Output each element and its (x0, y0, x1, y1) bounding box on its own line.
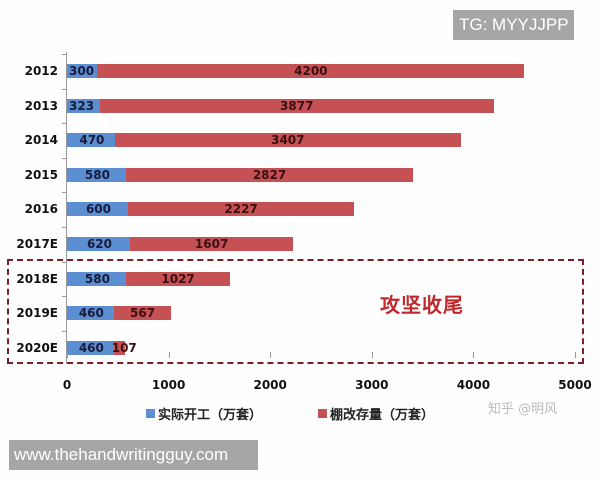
y-tick (62, 54, 66, 55)
x-label: 2000 (253, 378, 287, 392)
bar-value-stock: 567 (130, 306, 156, 321)
legend-swatch-blue (146, 409, 155, 418)
y-tick (62, 157, 66, 159)
legend-label: 实际开工（万套） (158, 408, 263, 423)
bar-stock (125, 271, 231, 286)
x-label: 3000 (355, 378, 389, 392)
bar-value-stock: 2827 (252, 167, 287, 182)
bar-actual (67, 64, 98, 78)
y-label: 2013 (24, 98, 58, 113)
y-tick (62, 88, 66, 90)
legend-label: 棚改存量（万套） (330, 408, 435, 423)
bar-value-actual: 470 (79, 133, 105, 148)
y-axis (66, 52, 67, 364)
bar-value-stock: 107 (111, 340, 137, 355)
y-tick (62, 330, 66, 332)
bar-stock (113, 306, 172, 321)
y-tick (62, 296, 66, 298)
x-label: 1000 (151, 378, 186, 392)
y-label: 2014 (24, 133, 58, 148)
bar-actual (67, 306, 114, 321)
x-tick (371, 352, 373, 358)
x-tick (473, 352, 475, 358)
x-tick (67, 352, 68, 358)
bar-actual (67, 271, 126, 286)
bar-value-actual: 460 (78, 306, 104, 321)
bar-value-actual: 620 (86, 237, 113, 251)
y-label: 2017E (16, 237, 58, 251)
bar-actual (67, 202, 128, 217)
bar-value-actual: 323 (69, 98, 95, 113)
y-label: 2015 (24, 167, 58, 182)
bar-value-stock: 3407 (271, 133, 305, 148)
y-label: 2018E (16, 271, 58, 286)
bar-stock (113, 340, 125, 355)
y-tick (62, 227, 66, 228)
y-tick (62, 192, 66, 194)
bar-value-actual: 580 (84, 271, 110, 286)
y-label: 2016 (24, 202, 58, 217)
bar-value-stock: 1027 (161, 271, 195, 286)
y-label: 2020E (16, 340, 58, 355)
bar-stock (97, 64, 525, 78)
bar-stock (125, 167, 414, 182)
bar-stock (129, 237, 294, 251)
watermark-bottom: www.thehandwritingguy.com (9, 440, 258, 470)
x-tick (575, 352, 576, 358)
y-tick (62, 261, 66, 263)
annotation-label: 攻坚收尾 (380, 293, 464, 317)
bar-value-stock: 2227 (224, 202, 258, 217)
bar-actual (67, 237, 130, 251)
x-label: 5000 (558, 378, 592, 392)
source-watermark: 知乎 @明风 (488, 402, 558, 417)
bar-value-stock: 3877 (280, 98, 314, 113)
bar-value-actual: 580 (84, 167, 110, 182)
y-tick (62, 123, 66, 125)
x-label: 0 (62, 378, 72, 392)
bar-value-stock: 1607 (194, 237, 229, 251)
bar-value-actual: 300 (69, 64, 95, 78)
legend-item-actual: 实际开工（万套） (146, 404, 262, 423)
watermark-top: TG: MYYJJPP (453, 10, 574, 40)
legend-swatch-red (318, 409, 327, 418)
bar-stock (99, 98, 494, 113)
x-label: 4000 (456, 378, 491, 392)
bar-actual (67, 133, 115, 148)
bar-value-stock: 4200 (294, 64, 328, 78)
bar-actual (67, 340, 114, 355)
y-label: 2012 (24, 64, 58, 78)
x-tick (270, 352, 272, 358)
bar-actual (67, 167, 126, 182)
y-label: 2019E (16, 306, 58, 321)
highlight-box (7, 259, 584, 364)
bar-stock (114, 133, 461, 148)
bar-actual (67, 98, 100, 113)
bar-value-actual: 600 (85, 202, 111, 217)
legend-item-stock: 棚改存量（万套） (318, 404, 434, 423)
bar-value-actual: 460 (78, 340, 104, 355)
bar-stock (127, 202, 355, 217)
x-tick (168, 352, 170, 358)
